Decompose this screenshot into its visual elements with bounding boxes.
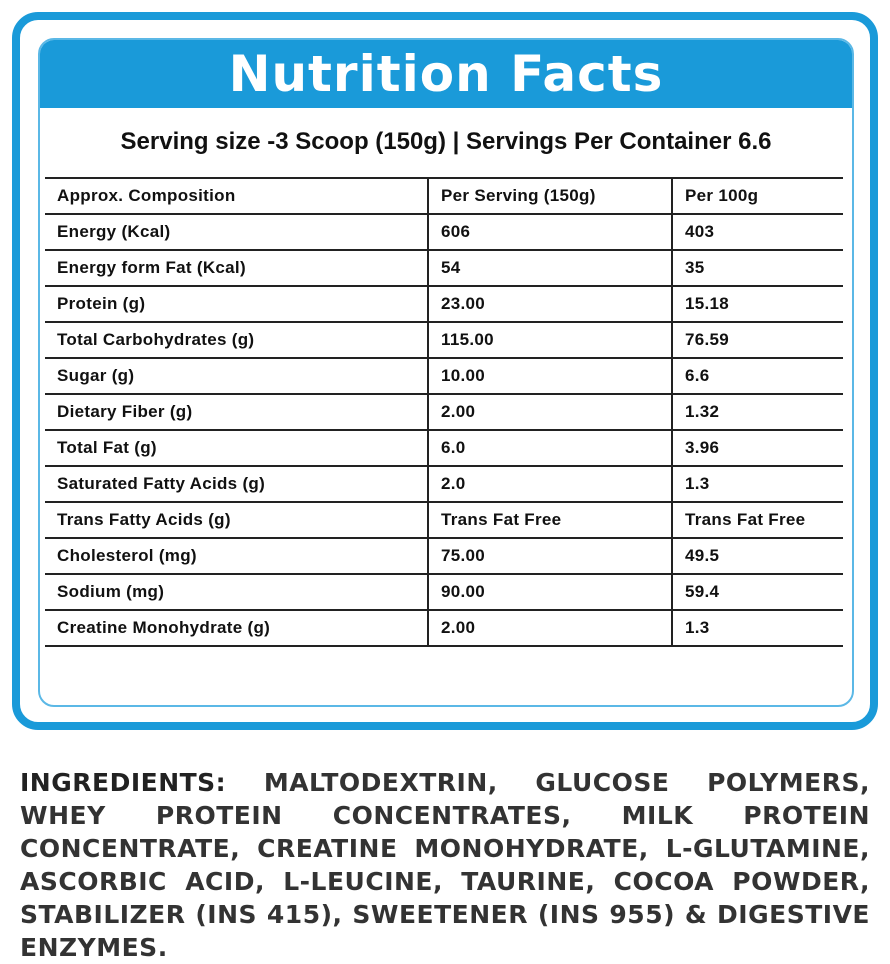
cell: 115.00 <box>427 321 673 359</box>
cell: 15.18 <box>671 285 843 323</box>
column-header: Per 100g <box>671 177 843 215</box>
cell: Total Fat (g) <box>45 429 429 467</box>
cell: 35 <box>671 249 843 287</box>
ingredients: INGREDIENTS: MALTODEXTRIN, GLUCOSE POLYM… <box>20 766 870 964</box>
table-row: Protein (g) 23.00 15.18 <box>45 285 843 323</box>
title-band <box>40 40 852 108</box>
cell: 49.5 <box>671 537 843 575</box>
cell: 59.4 <box>671 573 843 611</box>
cell: 3.96 <box>671 429 843 467</box>
table-row: Creatine Monohydrate (g) 2.00 1.3 <box>45 609 843 647</box>
table-row: Sugar (g) 10.00 6.6 <box>45 357 843 395</box>
cell: 76.59 <box>671 321 843 359</box>
cell: 1.3 <box>671 609 843 647</box>
column-header: Approx. Composition <box>45 177 429 215</box>
cell: Total Carbohydrates (g) <box>45 321 429 359</box>
table-row: Cholesterol (mg) 75.00 49.5 <box>45 537 843 575</box>
cell: Trans Fat Free <box>427 501 673 539</box>
cell: 1.32 <box>671 393 843 431</box>
cell: Trans Fatty Acids (g) <box>45 501 429 539</box>
nutrition-table: Approx. Composition Per Serving (150g) Per… <box>45 177 843 647</box>
cell: 606 <box>427 213 673 251</box>
cell: 2.00 <box>427 393 673 431</box>
cell: Cholesterol (mg) <box>45 537 429 575</box>
table-row: Saturated Fatty Acids (g) 2.0 1.3 <box>45 465 843 503</box>
cell: Protein (g) <box>45 285 429 323</box>
page: {"header": {"title": "Nutrition Facts"},… <box>12 12 878 962</box>
cell: Energy form Fat (Kcal) <box>45 249 429 287</box>
cell: 10.00 <box>427 357 673 395</box>
column-header: Per Serving (150g) <box>427 177 673 215</box>
ingredients-label: INGREDIENTS: <box>20 768 227 797</box>
cell: 75.00 <box>427 537 673 575</box>
table-row: Total Carbohydrates (g) 115.00 76.59 <box>45 321 843 359</box>
title: Nutrition Facts <box>228 45 664 103</box>
table-row: Energy form Fat (Kcal) 54 35 <box>45 249 843 287</box>
table-row: Total Fat (g) 6.0 3.96 <box>45 429 843 467</box>
table-row: Energy (Kcal) 606 403 <box>45 213 843 251</box>
cell: Dietary Fiber (g) <box>45 393 429 431</box>
serving-info: Serving size -3 Scoop (150g) | Servings … <box>120 128 772 155</box>
cell: 2.0 <box>427 465 673 503</box>
cell: 90.00 <box>427 573 673 611</box>
cell: 6.0 <box>427 429 673 467</box>
cell: 1.3 <box>671 465 843 503</box>
cell: Saturated Fatty Acids (g) <box>45 465 429 503</box>
cell: 2.00 <box>427 609 673 647</box>
cell: Trans Fat Free <box>671 501 843 539</box>
cell: Energy (Kcal) <box>45 213 429 251</box>
table-row: Sodium (mg) 90.00 59.4 <box>45 573 843 611</box>
cell: Sugar (g) <box>45 357 429 395</box>
cell: Creatine Monohydrate (g) <box>45 609 429 647</box>
header-row: Approx. Composition Per Serving (150g) Per… <box>45 177 843 215</box>
table-row: Dietary Fiber (g) 2.00 1.32 <box>45 393 843 431</box>
cell: 6.6 <box>671 357 843 395</box>
ingredients-text: MALTODEXTRIN, GLUCOSE POLYMERS, WHEY PRO… <box>20 768 870 962</box>
table-row: Trans Fatty Acids (g) Trans Fat Free Trans… <box>45 501 843 539</box>
cell: Sodium (mg) <box>45 573 429 611</box>
cell: 54 <box>427 249 673 287</box>
cell: 403 <box>671 213 843 251</box>
cell: 23.00 <box>427 285 673 323</box>
